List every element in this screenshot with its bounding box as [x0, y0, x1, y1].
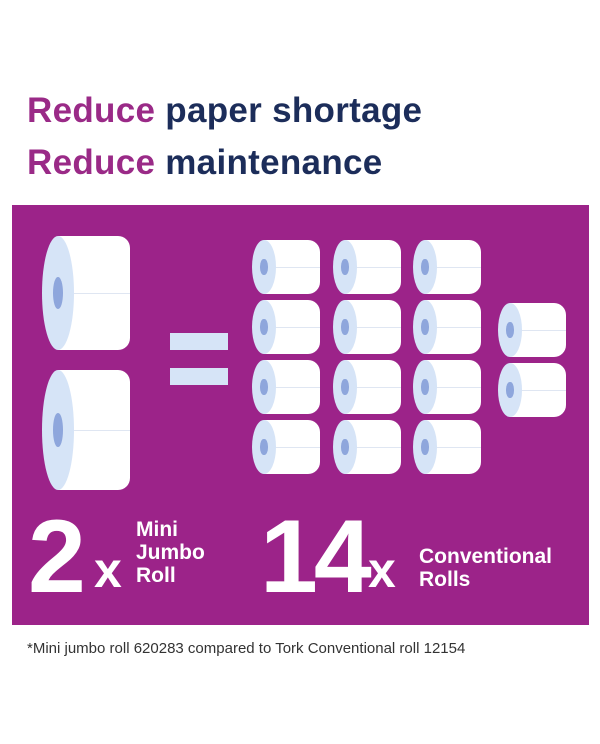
- conventional-roll: [498, 363, 566, 417]
- conventional-multiplier: x: [368, 542, 396, 598]
- jumbo-label: Mini Jumbo Roll: [136, 518, 205, 587]
- conventional-roll: [413, 360, 481, 414]
- footnote: *Mini jumbo roll 620283 compared to Tork…: [27, 640, 466, 657]
- conventional-roll: [413, 420, 481, 474]
- headline-line-2: Reduce maintenance: [27, 145, 383, 180]
- mini-jumbo-roll: [42, 370, 130, 490]
- conventional-roll: [333, 300, 401, 354]
- conventional-roll: [252, 360, 320, 414]
- headline-text: maintenance: [165, 143, 383, 182]
- conventional-roll: [252, 420, 320, 474]
- jumbo-count: 2: [28, 499, 86, 615]
- label-line: Jumbo: [136, 541, 205, 564]
- headline-accent: Reduce: [27, 143, 156, 182]
- conventional-count: 14: [260, 499, 372, 615]
- equals-sign-bottom-bar: [170, 368, 228, 385]
- conventional-roll: [252, 240, 320, 294]
- label-line: Mini: [136, 518, 178, 541]
- equals-sign-top-bar: [170, 333, 228, 350]
- conventional-roll: [333, 360, 401, 414]
- conventional-roll: [252, 300, 320, 354]
- conventional-roll: [333, 240, 401, 294]
- label-line: Rolls: [419, 568, 471, 591]
- label-line: Roll: [136, 564, 176, 587]
- conventional-roll: [413, 240, 481, 294]
- comparison-panel: 2 x Mini Jumbo Roll 14 x Conventional Ro…: [12, 205, 589, 625]
- jumbo-multiplier: x: [94, 542, 122, 598]
- conventional-roll: [413, 300, 481, 354]
- conventional-roll: [333, 420, 401, 474]
- conventional-roll: [498, 303, 566, 357]
- conventional-label: Conventional Rolls: [419, 545, 552, 591]
- headline-line-1: Reduce paper shortage: [27, 93, 422, 128]
- headline-accent: Reduce: [27, 91, 156, 130]
- mini-jumbo-roll: [42, 236, 130, 350]
- label-line: Conventional: [419, 545, 553, 568]
- headline-text: paper shortage: [165, 91, 423, 130]
